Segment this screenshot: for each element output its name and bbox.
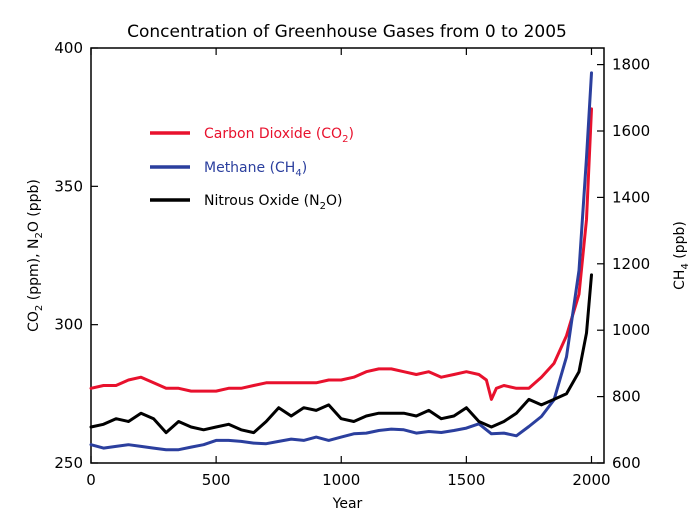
left-y-axis-label: CO2 (ppm), N2O (ppb): [26, 179, 45, 332]
series-line-n2o: [89, 273, 593, 435]
right-y-tick-label: 600: [612, 454, 641, 472]
x-tick-label: 1000: [322, 471, 360, 489]
left-y-tick-label: 250: [54, 454, 83, 472]
legend: Carbon Dioxide (CO2) Methane (CH4) Nitro…: [150, 126, 354, 212]
x-axis-label: Year: [332, 496, 363, 512]
legend-item-ch4: Methane (CH4): [150, 160, 307, 179]
x-tick-label: 0: [86, 471, 96, 489]
legend-label-ch4: Methane (CH4): [204, 160, 307, 179]
right-y-axis-label: CH4 (ppb): [672, 221, 691, 290]
left-y-axis-ticks: 250 300 350 400: [54, 39, 98, 472]
legend-item-co2: Carbon Dioxide (CO2): [150, 126, 354, 145]
right-y-tick-label: 1800: [612, 56, 650, 74]
chart-title: Concentration of Greenhouse Gases from 0…: [127, 22, 567, 42]
legend-label-n2o: Nitrous Oxide (N2O): [204, 193, 342, 212]
series-line-co2: [89, 107, 593, 401]
right-y-tick-label: 1600: [612, 122, 650, 140]
x-tick-label: 2000: [572, 471, 610, 489]
right-y-axis-ticks: 600 800 1000 1200 1400 1600 1800: [597, 56, 650, 472]
series-line-ch4: [89, 71, 593, 452]
plot-frame: [90, 47, 605, 464]
legend-item-n2o: Nitrous Oxide (N2O): [150, 193, 342, 212]
left-y-tick-label: 400: [54, 39, 83, 57]
left-y-tick-label: 300: [54, 316, 83, 334]
left-y-tick-label: 350: [54, 177, 83, 195]
x-axis-ticks: 0 500 1000 1500 2000: [86, 48, 611, 489]
x-tick-label: 500: [202, 471, 231, 489]
x-tick-label: 1500: [447, 471, 485, 489]
right-y-tick-label: 1200: [612, 255, 650, 273]
series-layer: [89, 71, 593, 452]
right-y-tick-label: 1000: [612, 321, 650, 339]
right-y-tick-label: 1400: [612, 188, 650, 206]
right-y-tick-label: 800: [612, 388, 641, 406]
legend-label-co2: Carbon Dioxide (CO2): [204, 126, 354, 145]
